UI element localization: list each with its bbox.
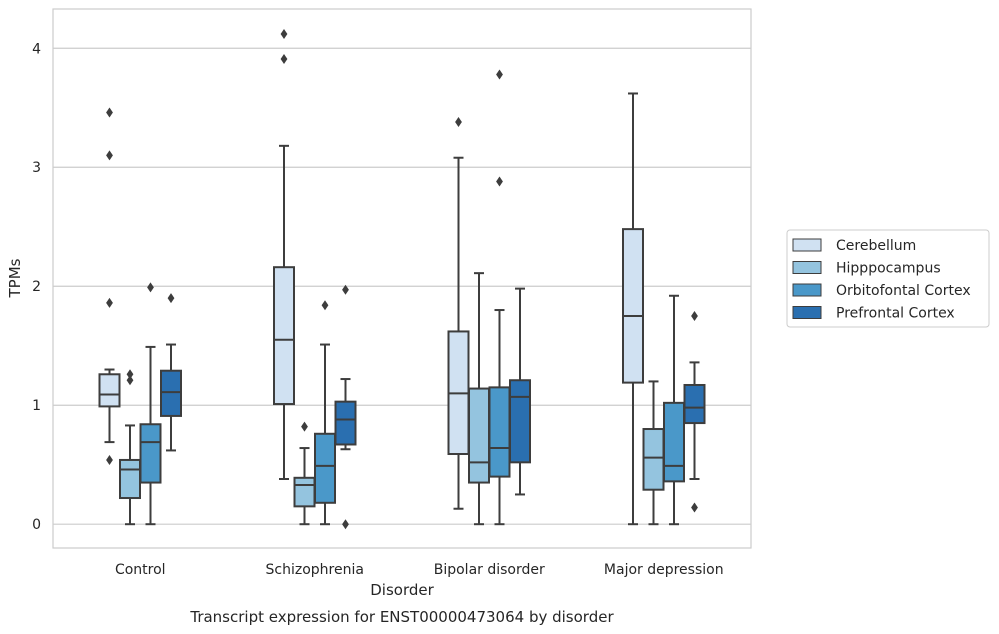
outlier-point	[106, 150, 113, 161]
iqr-box	[119, 458, 141, 500]
outlier-point	[455, 117, 462, 128]
y-tick-label: 0	[32, 517, 41, 533]
iqr-box	[273, 266, 295, 406]
x-axis-label: Disorder	[370, 581, 434, 599]
outlier-point	[342, 284, 349, 295]
legend-label: Orbitofontal Cortex	[836, 283, 971, 299]
box-1-0	[119, 369, 141, 526]
box-3-0	[160, 293, 182, 452]
chart-caption: Transcript expression for ENST0000047306…	[189, 608, 614, 626]
iqr-box	[683, 383, 706, 425]
y-tick-labels: 0 1 2 3 4	[32, 41, 41, 533]
iqr-box	[139, 423, 162, 484]
iqr-box	[314, 432, 336, 504]
legend-label: Cerebellum	[836, 238, 916, 254]
box-3-3	[683, 310, 706, 513]
iqr-box	[622, 228, 644, 384]
outlier-point	[126, 369, 134, 380]
box-1-2	[468, 272, 490, 526]
box-series	[98, 28, 706, 530]
iqr-box	[642, 428, 665, 491]
x-tick-labels: Control Schizophrenia Bipolar disorder Majo…	[115, 562, 724, 578]
y-tick-label: 4	[32, 41, 41, 57]
y-tick-label: 2	[32, 279, 41, 295]
iqr-box	[468, 387, 490, 484]
box-2-2	[488, 69, 511, 526]
legend-swatch	[792, 238, 822, 252]
outlier-point	[691, 502, 698, 513]
legend-label: Prefrontal Cortex	[836, 306, 955, 322]
outlier-point	[106, 297, 113, 308]
legend: Cerebellum Hipppocampus Orbitofontal Corte…	[786, 229, 990, 328]
x-tick-label: Control	[115, 562, 166, 578]
box-0-0	[98, 107, 121, 465]
outlier-point	[106, 107, 113, 118]
iqr-box	[98, 373, 121, 408]
x-tick-label: Schizophrenia	[266, 562, 364, 578]
outlier-point	[147, 282, 154, 293]
legend-swatch	[792, 306, 822, 319]
box-2-1	[314, 300, 336, 526]
iqr-box	[160, 369, 182, 417]
legend-frame	[786, 229, 990, 328]
iqr-box	[334, 400, 357, 446]
iqr-box	[293, 476, 316, 508]
iqr-box	[663, 401, 685, 483]
outlier-point	[691, 310, 698, 321]
legend-swatch	[792, 283, 822, 297]
legend-swatch	[792, 261, 822, 274]
box-3-1	[334, 284, 357, 530]
outlier-point	[496, 69, 503, 80]
box-1-1	[293, 421, 316, 526]
y-tick-label: 3	[32, 160, 41, 176]
y-axis-label: TPMs	[6, 258, 24, 298]
outlier-point	[167, 293, 175, 304]
outlier-point	[126, 375, 134, 386]
box-0-3	[622, 92, 644, 526]
x-tick-label: Major depression	[604, 562, 724, 578]
outlier-point	[280, 28, 288, 39]
box-0-2	[447, 117, 470, 510]
box-3-2	[509, 287, 531, 496]
iqr-box	[488, 386, 511, 478]
box-2-3	[663, 294, 685, 526]
outlier-point	[301, 421, 308, 432]
plot-frame	[52, 8, 752, 549]
outlier-point	[106, 454, 113, 465]
outlier-point	[496, 176, 503, 187]
legend-label: Hipppocampus	[836, 261, 941, 277]
box-1-3	[642, 380, 665, 526]
iqr-box	[509, 379, 531, 464]
x-tick-label: Bipolar disorder	[434, 562, 545, 578]
outlier-point	[342, 519, 349, 530]
box-2-0	[139, 282, 162, 526]
box-0-1	[273, 28, 295, 480]
outlier-point	[280, 53, 288, 64]
outlier-point	[321, 300, 329, 311]
y-tick-label: 1	[32, 398, 41, 414]
